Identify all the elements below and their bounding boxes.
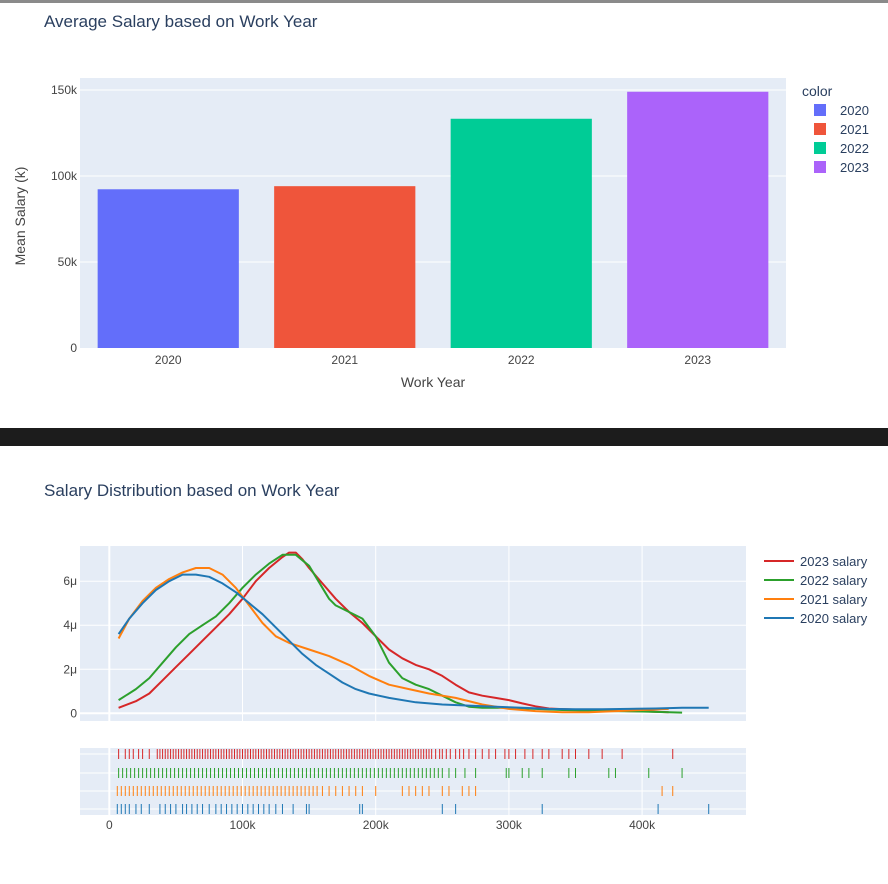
bar-x-axis-title: Work Year: [401, 374, 466, 390]
distribution-chart-title: Salary Distribution based on Work Year: [44, 481, 340, 500]
distribution-legend-label[interactable]: 2023 salary: [800, 554, 868, 569]
distribution-x-tick-label: 200k: [363, 818, 390, 832]
bar-legend-label[interactable]: 2020: [840, 103, 869, 118]
density-y-tick-label: 4μ: [63, 618, 77, 632]
distribution-legend-label[interactable]: 2020 salary: [800, 611, 868, 626]
density-y-tick-label: 6μ: [63, 574, 77, 588]
distribution-x-tick-label: 400k: [629, 818, 656, 832]
bar-2021[interactable]: [274, 186, 416, 348]
bar-legend[interactable]: 2020 2021 2022 2023: [814, 103, 869, 175]
bar-series[interactable]: [97, 91, 769, 348]
bar-x-ticks: 2020 2021 2022 2023: [155, 353, 712, 367]
density-y-tick-label: 2μ: [63, 662, 77, 676]
density-lines[interactable]: [117, 551, 709, 714]
bar-x-tick-label: 2022: [508, 353, 535, 367]
distribution-x-ticks: 0 100k 200k 300k 400k: [106, 818, 656, 832]
bar-legend-label[interactable]: 2023: [840, 160, 869, 175]
distribution-chart-panel: Salary Distribution based on Work Year 0…: [0, 446, 888, 884]
bar-legend-label[interactable]: 2022: [840, 141, 869, 156]
rug-plot-area: [80, 748, 746, 815]
bar-chart-panel: Average Salary based on Work Year 0 50k 10…: [0, 3, 888, 428]
bar-x-tick-label: 2023: [684, 353, 711, 367]
density-y-ticks: 0 2μ 4μ 6μ: [63, 574, 77, 720]
bar-y-tick-label: 150k: [51, 83, 78, 97]
distribution-legend[interactable]: 2023 salary 2022 salary 2021 salary 2020 sa…: [764, 554, 868, 626]
bar-2022[interactable]: [450, 118, 592, 348]
distribution-x-tick-label: 0: [106, 818, 113, 832]
bar-2023[interactable]: [627, 91, 769, 348]
bar-legend-label[interactable]: 2021: [840, 122, 869, 137]
distribution-x-tick-label: 300k: [496, 818, 523, 832]
bar-legend-swatch[interactable]: [814, 142, 826, 154]
distribution-legend-label[interactable]: 2022 salary: [800, 573, 868, 588]
bar-2020[interactable]: [97, 189, 239, 348]
bar-y-tick-label: 50k: [58, 255, 78, 269]
bar-x-tick-label: 2020: [155, 353, 182, 367]
density-plot-area: [80, 546, 746, 721]
bar-y-ticks: 0 50k 100k 150k: [51, 83, 78, 355]
bar-y-axis-title: Mean Salary (k): [12, 167, 28, 266]
bar-legend-swatch[interactable]: [814, 123, 826, 135]
distribution-legend-label[interactable]: 2021 salary: [800, 592, 868, 607]
density-line-2021-salary[interactable]: [117, 567, 669, 714]
bar-y-tick-label: 100k: [51, 169, 78, 183]
bar-legend-title: color: [802, 83, 833, 99]
distribution-gridlines: [80, 546, 746, 815]
bar-chart-title: Average Salary based on Work Year: [44, 12, 318, 31]
bar-x-tick-label: 2021: [331, 353, 358, 367]
panel-separator: [0, 428, 888, 446]
density-line-2020-salary[interactable]: [117, 573, 709, 711]
bar-y-tick-label: 0: [70, 341, 77, 355]
bar-chart: Average Salary based on Work Year 0 50k 10…: [12, 12, 869, 390]
distribution-chart: Salary Distribution based on Work Year 0…: [44, 481, 868, 832]
bar-legend-swatch[interactable]: [814, 104, 826, 116]
density-y-tick-label: 0: [70, 706, 77, 720]
bar-legend-swatch[interactable]: [814, 161, 826, 173]
rug-marks: [116, 749, 710, 814]
distribution-x-tick-label: 100k: [229, 818, 256, 832]
